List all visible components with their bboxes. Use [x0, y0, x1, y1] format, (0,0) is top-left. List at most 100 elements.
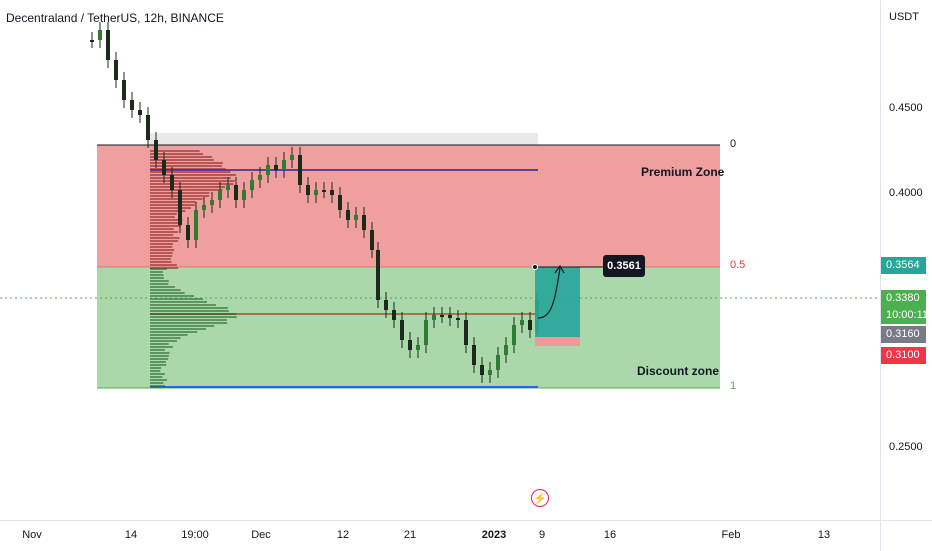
- candle-body: [210, 200, 214, 205]
- candle-body: [376, 250, 380, 300]
- volume-profile-bar: [150, 177, 231, 179]
- candle-body: [392, 310, 396, 320]
- volume-profile-bar: [150, 243, 173, 245]
- price-tag-stop: 0.3100: [881, 347, 926, 364]
- volume-profile-bar: [150, 358, 168, 360]
- volume-profile-bar: [150, 213, 177, 215]
- volume-profile-bar: [150, 180, 235, 182]
- candle-body: [218, 190, 222, 200]
- volume-profile-bar: [150, 367, 161, 369]
- time-tick: 13: [818, 529, 830, 541]
- candle-body: [362, 215, 366, 230]
- volume-profile-bar: [150, 201, 196, 203]
- volume-profile-bar: [150, 207, 191, 209]
- time-tick: Nov: [22, 529, 42, 541]
- volume-profile-bar: [150, 249, 174, 251]
- volume-profile-bar: [150, 246, 172, 248]
- volume-profile-bar: [150, 313, 236, 315]
- volume-profile-bar: [150, 319, 227, 321]
- candle-body: [464, 320, 468, 345]
- candle-body: [114, 60, 118, 80]
- price-chart[interactable]: [0, 0, 880, 520]
- volume-profile-bar: [150, 189, 223, 191]
- symbol-title[interactable]: Decentraland / TetherUS, 12h, BINANCE: [6, 11, 224, 25]
- candle-body: [90, 40, 94, 42]
- volume-profile-bar: [150, 237, 180, 239]
- target-anchor-point: [533, 265, 538, 270]
- time-tick-year: 2023: [482, 529, 506, 541]
- volume-profile-bar: [150, 328, 206, 330]
- candle-body: [448, 315, 452, 318]
- volume-profile-bar: [150, 346, 173, 348]
- time-tick: 19:00: [181, 529, 209, 541]
- time-axis[interactable]: Nov 14 19:00 Dec 12 21 2023 9 16 Feb 13: [0, 520, 880, 551]
- volume-profile-bar: [150, 240, 178, 242]
- candle-body: [266, 165, 270, 175]
- candle-body: [122, 80, 126, 100]
- volume-profile-bar: [150, 165, 222, 167]
- volume-profile-bar: [150, 198, 203, 200]
- volume-profile-bar: [150, 373, 165, 375]
- fib-label-0: 0: [730, 138, 736, 150]
- chart-area[interactable]: Decentraland / TetherUS, 12h, BINANCE Pr…: [0, 0, 880, 520]
- time-tick: 14: [125, 529, 137, 541]
- candle-body: [440, 315, 444, 317]
- candle-body: [480, 365, 484, 375]
- volume-profile-bar: [150, 310, 229, 312]
- volume-profile-bar: [150, 316, 237, 318]
- volume-profile-bar: [150, 361, 166, 363]
- volume-profile-bar: [150, 268, 167, 270]
- volume-profile-bar: [150, 286, 175, 288]
- candle-body: [384, 300, 388, 310]
- volume-profile-bar: [150, 216, 175, 218]
- price-tag-target: 0.3564: [881, 257, 926, 274]
- volume-profile-bar: [150, 337, 181, 339]
- volume-profile-bar: [150, 252, 173, 254]
- candle-body: [106, 30, 110, 60]
- volume-profile-bar: [150, 204, 195, 206]
- volume-profile-bar: [150, 304, 216, 306]
- volume-profile-bar: [150, 222, 181, 224]
- volume-profile-bar: [150, 298, 203, 300]
- volume-profile-bar: [150, 331, 197, 333]
- candle-body: [338, 195, 342, 210]
- candle-body: [162, 160, 166, 175]
- premium-zone-label: Premium Zone: [641, 165, 724, 179]
- volume-profile-bar: [150, 385, 165, 387]
- volume-profile-bar: [150, 225, 181, 227]
- volume-profile-bar: [150, 234, 173, 236]
- price-tag-countdown: 10:00:11: [881, 307, 926, 324]
- time-tick: Feb: [722, 529, 741, 541]
- volume-profile-bar: [150, 277, 164, 279]
- time-tick: Dec: [251, 529, 271, 541]
- volume-profile-bar: [150, 162, 223, 164]
- volume-profile-bar: [150, 258, 171, 260]
- candle-body: [528, 320, 532, 330]
- target-price-badge[interactable]: 0.3561: [603, 255, 645, 277]
- volume-profile-bar: [150, 261, 171, 263]
- candle-body: [346, 210, 350, 220]
- candle-body: [242, 190, 246, 200]
- candle-body: [298, 155, 302, 185]
- volume-profile-bar: [150, 274, 164, 276]
- volume-profile-bar: [150, 370, 160, 372]
- candle-body: [432, 315, 436, 320]
- candle-body: [472, 345, 476, 365]
- time-tick: 9: [539, 529, 545, 541]
- volume-profile-bar: [150, 289, 181, 291]
- currency-label: USDT: [889, 11, 919, 23]
- candle-body: [322, 190, 326, 192]
- volume-profile-bar: [150, 264, 177, 266]
- candle-body: [408, 340, 412, 350]
- time-tick: 21: [404, 529, 416, 541]
- candle-body: [130, 100, 134, 110]
- volume-profile-bar: [150, 343, 169, 345]
- candle-body: [138, 110, 142, 115]
- candle-body: [400, 320, 404, 340]
- candle-body: [354, 215, 358, 220]
- candle-body: [456, 318, 460, 320]
- volume-profile-bar: [150, 219, 182, 221]
- volume-profile-bar: [150, 334, 188, 336]
- lightning-icon[interactable]: ⚡: [531, 489, 549, 507]
- volume-profile-bar: [150, 280, 169, 282]
